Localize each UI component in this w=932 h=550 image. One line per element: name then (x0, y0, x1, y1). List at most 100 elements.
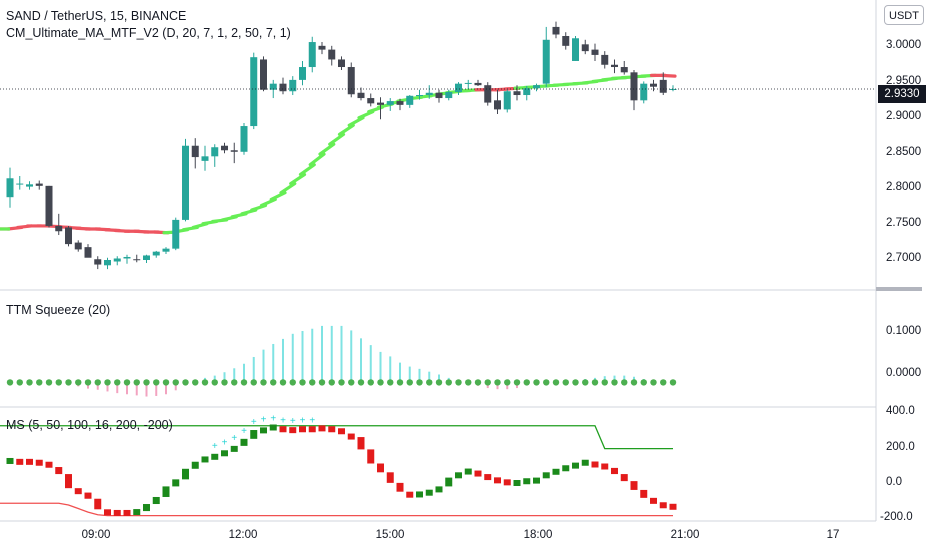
squeeze-dot (104, 379, 111, 386)
ms-bar (26, 458, 33, 465)
candle-body (523, 88, 531, 96)
ms-bar (201, 456, 209, 463)
candle-body (201, 156, 209, 161)
candle-body (591, 49, 599, 55)
candle-body (65, 227, 72, 245)
ms-bar (240, 438, 248, 446)
candle-body (191, 145, 199, 158)
ms-star-marker: + (280, 415, 286, 426)
ms-bar (45, 461, 53, 468)
squeeze-dot (465, 379, 472, 386)
squeeze-dot (211, 379, 218, 386)
candle-body (406, 95, 414, 105)
candle-body (386, 101, 394, 105)
ms-bar (396, 482, 404, 492)
ms-star-marker: + (241, 426, 247, 437)
ma-segment (347, 116, 365, 127)
candle-body (35, 183, 43, 186)
squeeze-dot (201, 379, 209, 386)
ms-tick: 200.0 (886, 441, 915, 453)
candle-body (338, 59, 345, 68)
squeeze-dot (621, 379, 628, 386)
squeeze-dot (26, 379, 33, 386)
ms-bar (494, 477, 501, 484)
ms-tick: 400.0 (886, 405, 915, 417)
candle-body (650, 83, 657, 87)
ms-histogram: + + +++ + + + + + + (0, 414, 677, 517)
candle-body (542, 39, 550, 84)
squeeze-dot (55, 379, 62, 386)
candle-body (367, 98, 375, 104)
squeeze-dot (504, 379, 511, 386)
squeeze-dot (445, 379, 452, 386)
price-tick: 2.9500 (886, 75, 922, 87)
candle-body (455, 83, 462, 92)
ms-bar (299, 426, 306, 433)
squeeze-dot (231, 379, 238, 386)
ms-bar (484, 474, 492, 481)
ms-bar (16, 458, 24, 465)
ms-bar (230, 445, 238, 452)
ms-bar (650, 497, 657, 504)
ms-bar (55, 467, 63, 475)
squeeze-dot (338, 379, 345, 386)
squeeze-dot (377, 379, 384, 386)
ms-bar (338, 428, 345, 435)
candle-body (230, 150, 238, 152)
ms-bar (416, 491, 423, 498)
squeeze-dot (328, 379, 335, 386)
candle-body (435, 92, 443, 99)
ms-bar (523, 478, 531, 485)
ma-segment (279, 181, 297, 195)
squeeze-dot (416, 379, 423, 386)
ma-segment (259, 197, 277, 208)
currency-button[interactable]: USDT (884, 5, 924, 25)
ms-bar (182, 468, 189, 480)
ms-bar (503, 479, 511, 486)
candle-body (552, 26, 560, 35)
squeeze-dot (367, 379, 374, 386)
ms-bar (659, 502, 667, 509)
candle-body (279, 83, 287, 92)
candle-body (152, 251, 160, 256)
ma-line (0, 73, 677, 235)
ms-bar (289, 427, 297, 434)
time-tick: 09:00 (81, 529, 111, 541)
ms-bar (601, 463, 609, 470)
candle-body (464, 82, 472, 84)
ms-bar (6, 457, 14, 464)
squeeze-dot (16, 379, 23, 386)
squeeze-dot (240, 379, 248, 386)
ms-bar (445, 477, 453, 487)
ms-bar (162, 486, 170, 497)
squeeze-dot (289, 379, 296, 386)
candle-body (347, 67, 355, 95)
squeeze-dot (669, 379, 677, 386)
squeeze-dot (650, 379, 657, 386)
price-tick: 2.7500 (886, 217, 922, 229)
squeeze-dot (123, 379, 131, 386)
candle-body (562, 36, 570, 46)
time-tick: 18:00 (523, 529, 553, 541)
ms-bar (386, 472, 394, 483)
time-tick: 12:00 (228, 529, 258, 541)
squeeze-dot (562, 379, 569, 386)
ms-bar (406, 491, 414, 498)
candle-body (250, 57, 258, 127)
candle-body (6, 178, 14, 198)
squeeze-dot (36, 379, 43, 386)
squeeze-dot (494, 379, 501, 386)
ms-star-marker: + (290, 416, 296, 427)
ms-bar (74, 488, 82, 495)
ms-bar (630, 481, 638, 490)
ms-bar (35, 459, 43, 466)
squeeze-dot (348, 379, 355, 386)
ms-bar (669, 503, 677, 510)
candle-body (416, 95, 423, 97)
squeeze-dot (640, 379, 647, 386)
squeeze-pane-title: TTM Squeeze (20) (6, 303, 111, 317)
ms-star-marker: + (251, 417, 257, 428)
ms-bar (581, 459, 589, 466)
price-tick: 2.9000 (886, 110, 922, 122)
